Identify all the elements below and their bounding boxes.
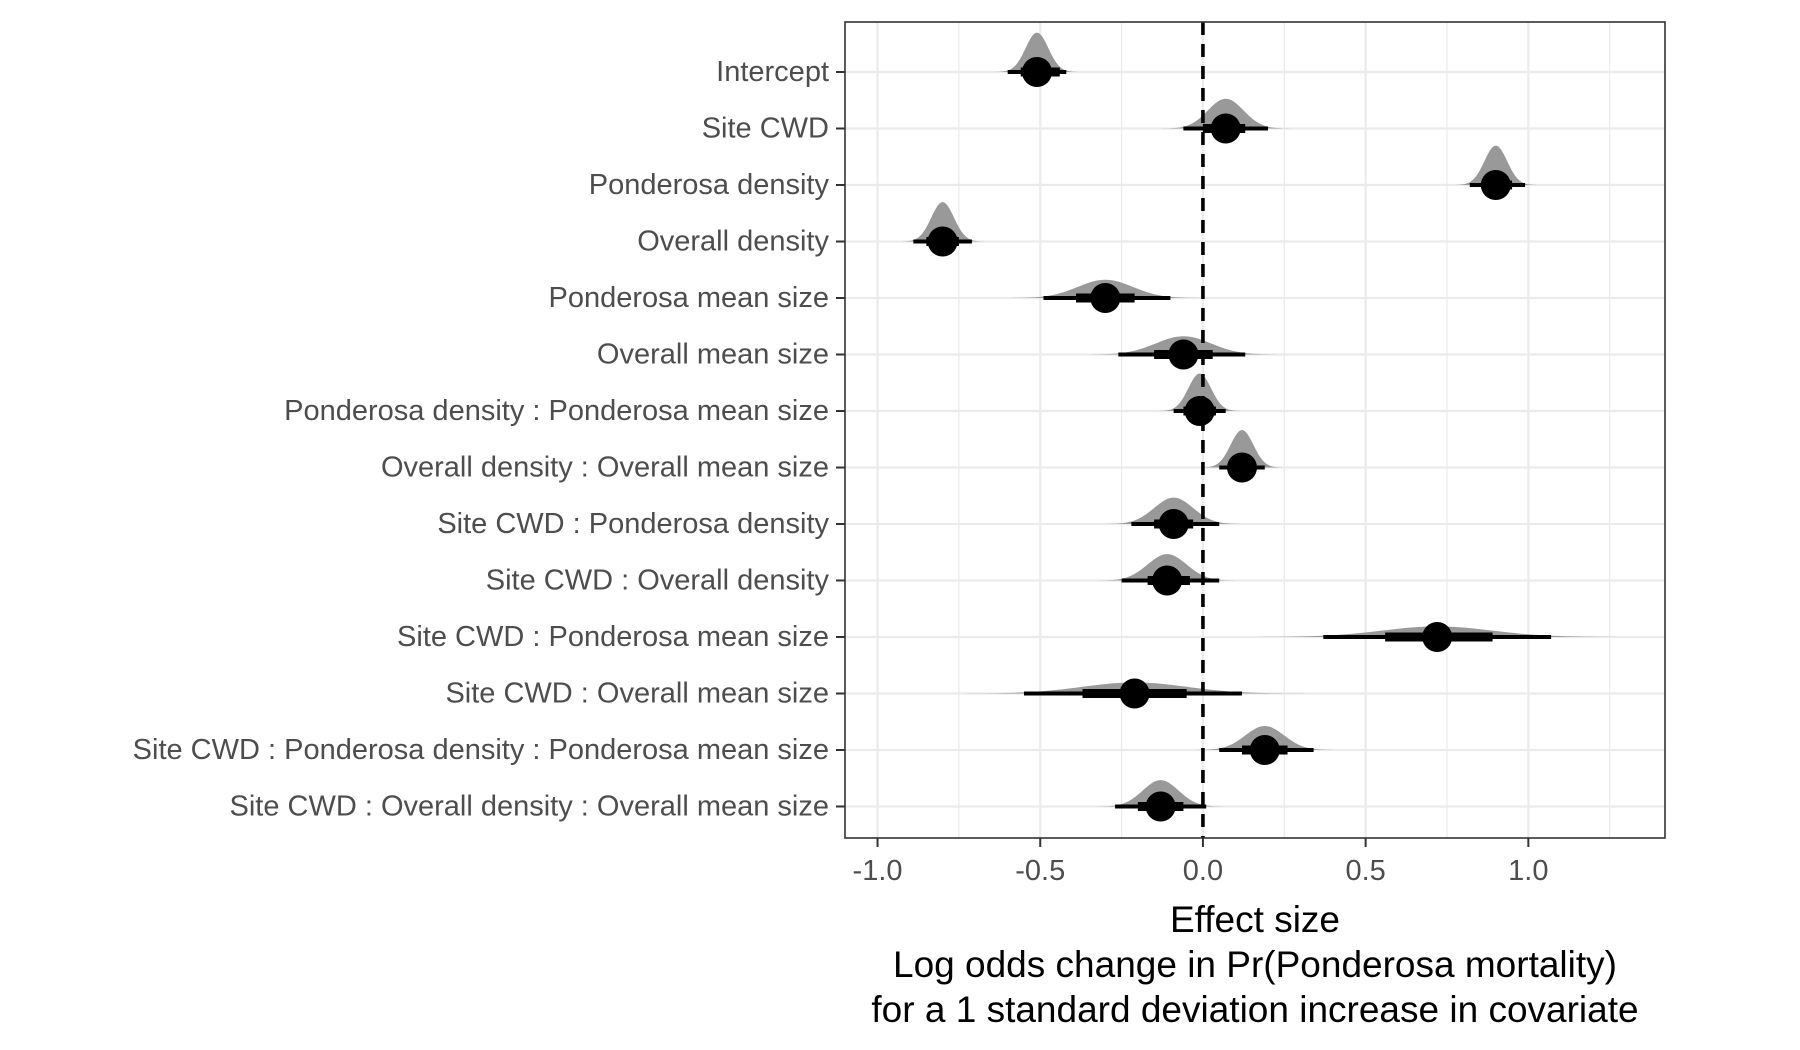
- median-point-6: [1184, 396, 1215, 426]
- median-point-7: [1226, 452, 1257, 483]
- x-axis-title-line: for a 1 standard deviation increase in c…: [871, 989, 1638, 1030]
- x-axis-title-line: Effect size: [1170, 899, 1340, 940]
- x-axis-ticks: -1.0 -0.5 0.0 0.5 1.0: [853, 838, 1548, 887]
- y-tick-label: Site CWD : Overall density : Overall mea…: [229, 791, 829, 823]
- median-point-0: [1021, 57, 1052, 87]
- panel-border: [844, 21, 1666, 839]
- x-tick-label: -1.0: [853, 855, 903, 887]
- density-7: [1196, 430, 1288, 468]
- median-point-3: [927, 226, 958, 257]
- median-points: [927, 57, 1511, 822]
- density-3: [897, 202, 989, 242]
- density-2: [1450, 145, 1542, 185]
- x-tick-label: 0.5: [1345, 855, 1385, 887]
- y-tick-label: Site CWD: [702, 113, 829, 145]
- median-point-5: [1168, 339, 1199, 370]
- y-tick-label: Ponderosa mean size: [549, 282, 830, 314]
- median-point-4: [1090, 283, 1121, 313]
- y-tick-label: Site CWD : Overall density: [486, 565, 830, 597]
- y-tick-label: Site CWD : Ponderosa density: [437, 508, 829, 540]
- y-tick-label: Overall density : Overall mean size: [381, 452, 829, 484]
- median-point-1: [1210, 113, 1241, 144]
- y-tick-label: Overall mean size: [597, 339, 829, 371]
- median-point-9: [1152, 565, 1183, 596]
- median-point-12: [1249, 735, 1280, 765]
- median-point-13: [1145, 791, 1176, 822]
- y-tick-label: Intercept: [716, 56, 829, 88]
- median-point-10: [1422, 622, 1453, 652]
- density-0: [991, 32, 1083, 72]
- y-tick-label: Ponderosa density: [589, 169, 830, 201]
- y-axis-ticks: Intercept Site CWD Ponderosa density Overal…: [133, 56, 845, 823]
- density-6: [1154, 373, 1246, 411]
- median-point-2: [1480, 170, 1511, 200]
- median-point-8: [1158, 509, 1189, 539]
- y-tick-label: Ponderosa density : Ponderosa mean size: [284, 395, 829, 427]
- x-axis-title-line: Log odds change in Pr(Ponderosa mortalit…: [893, 944, 1617, 985]
- y-tick-label: Overall density: [637, 226, 829, 258]
- y-tick-label: Site CWD : Ponderosa density : Ponderosa…: [133, 734, 829, 766]
- x-tick-label: 1.0: [1508, 855, 1548, 887]
- y-tick-label: Site CWD : Overall mean size: [445, 678, 829, 710]
- y-tick-label: Site CWD : Ponderosa mean size: [397, 621, 829, 653]
- x-tick-label: 0.0: [1183, 855, 1223, 887]
- x-tick-label: -0.5: [1015, 855, 1065, 887]
- median-point-11: [1119, 678, 1150, 709]
